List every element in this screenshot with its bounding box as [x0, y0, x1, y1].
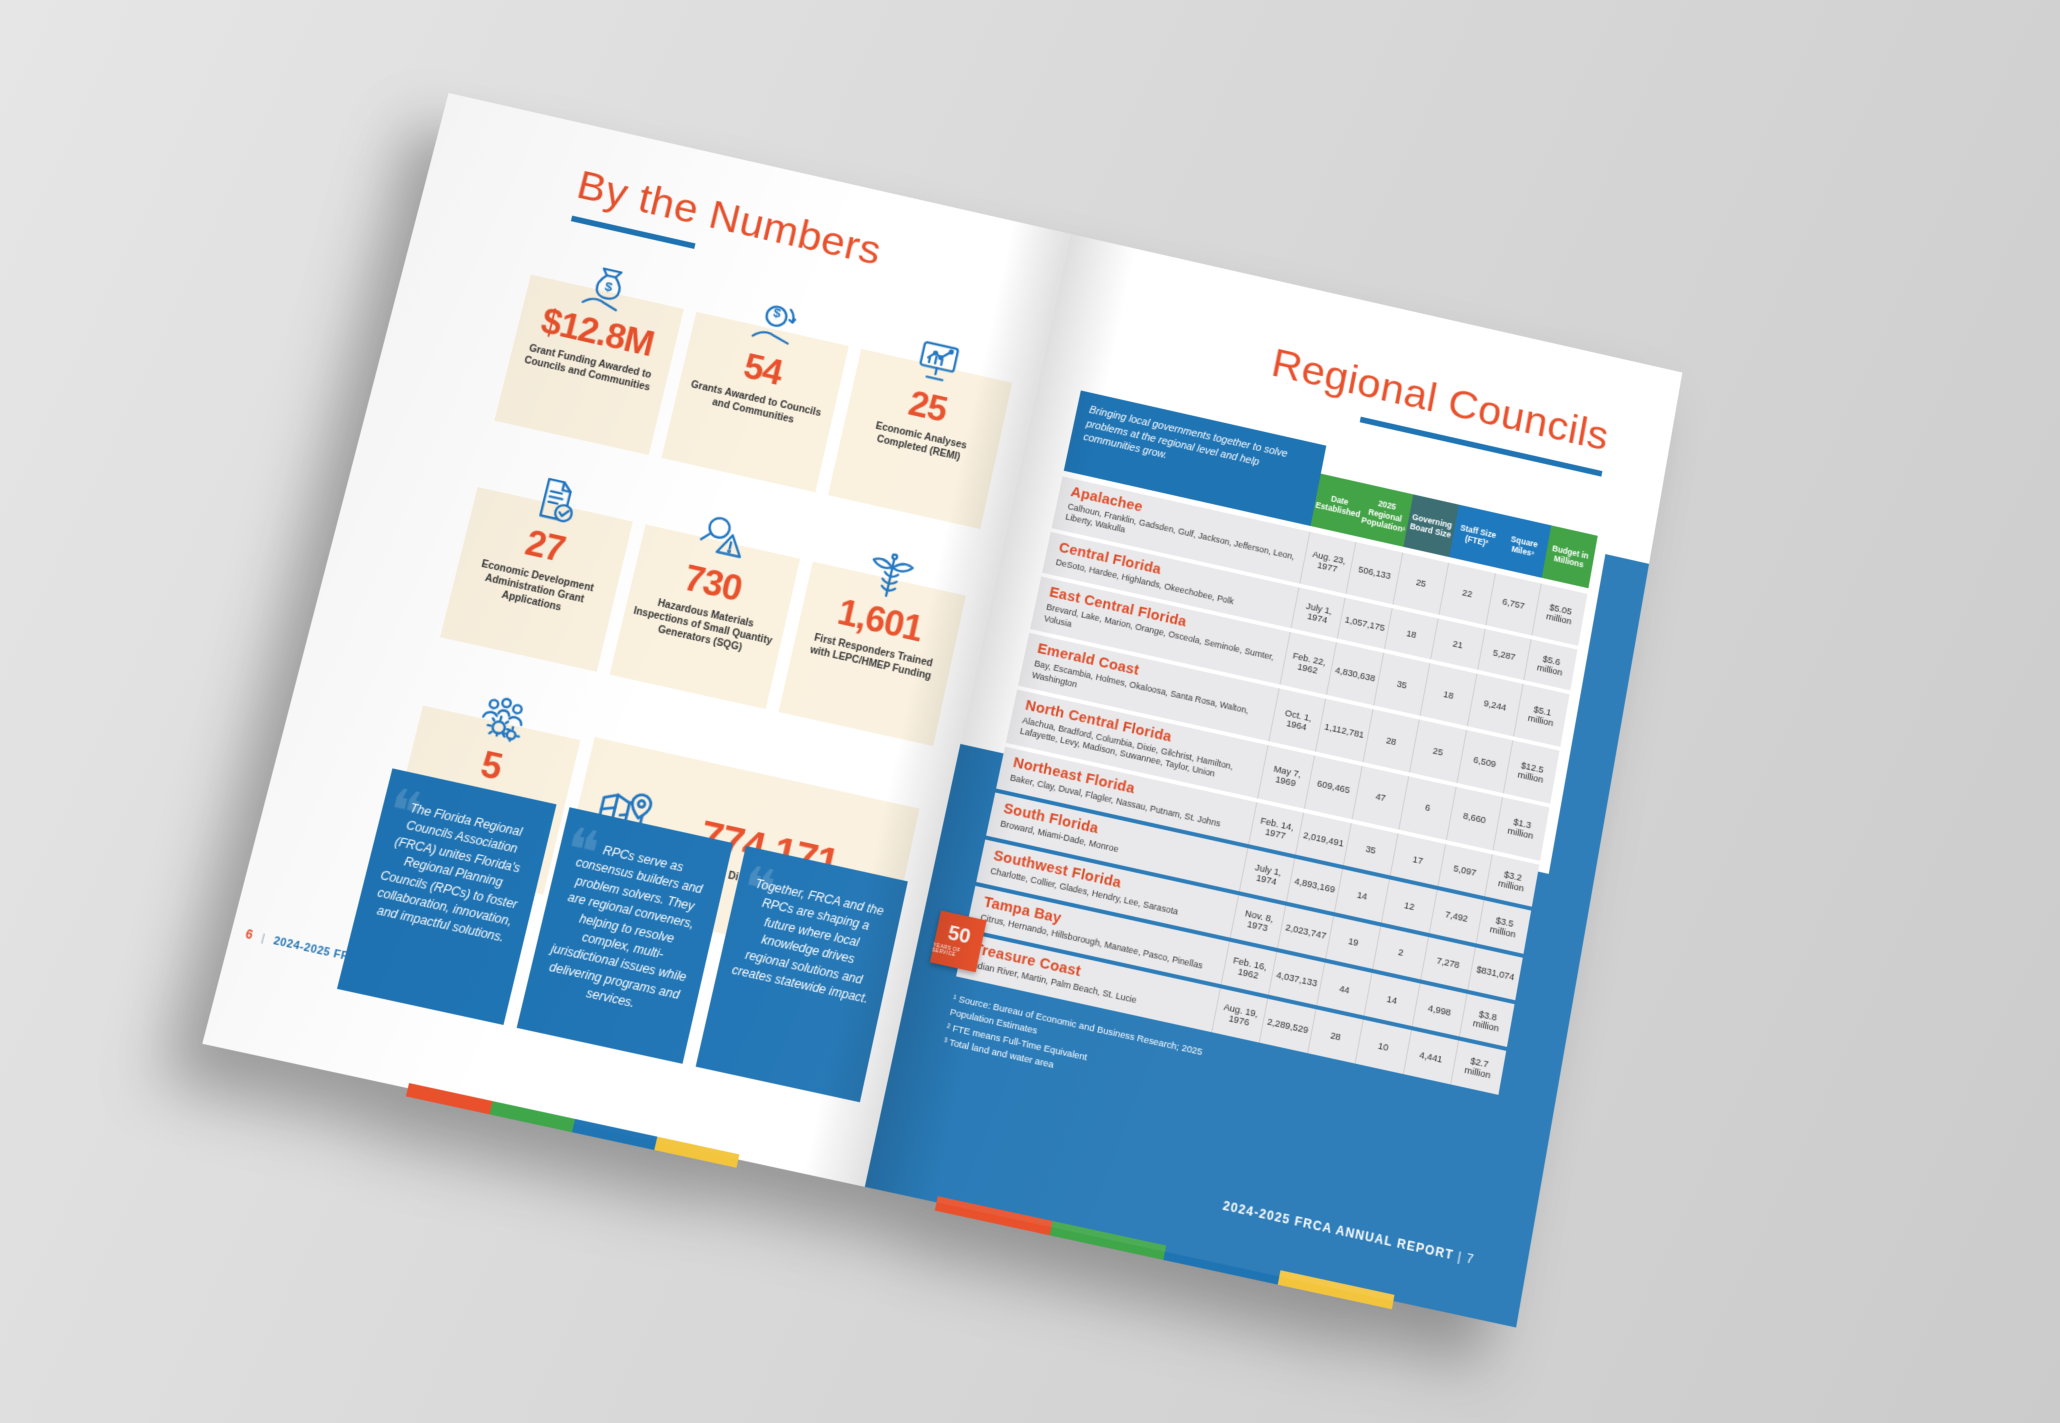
page-left: By the Numbers $ $12.8M Grant Funding Aw…: [202, 92, 1070, 1187]
svg-text:$: $: [772, 305, 783, 321]
cell-staff: 12: [1381, 879, 1437, 933]
magnifier-warning-icon: [688, 505, 758, 573]
cell-staff: 17: [1389, 833, 1445, 887]
cell-date: July 1, 1974: [1238, 848, 1295, 902]
cell-date: Nov. 8, 1973: [1229, 894, 1286, 949]
quote-box-together: Together, FRCA and the RPCs are shaping …: [695, 845, 909, 1103]
cell-budget: $5.6 million: [1523, 639, 1578, 691]
stat-eda-applications: 27 Economic Development Administration G…: [440, 487, 633, 672]
cell-miles: 4,998: [1411, 983, 1467, 1037]
cell-staff: 21: [1430, 618, 1485, 670]
page-number: 6: [243, 926, 256, 943]
cell-board: 35: [1342, 822, 1398, 876]
stat-economic-analyses: 25 Economic Analyses Completed (REMI): [827, 349, 1013, 530]
cell-budget: $2.7 million: [1450, 1040, 1506, 1095]
badge-value: 50: [945, 921, 973, 949]
stat-hazmat-inspections: 730 Hazardous Materials Inspections of S…: [609, 524, 800, 710]
cell-staff: 10: [1354, 1020, 1411, 1074]
cell-staff: 2: [1372, 926, 1428, 980]
cell-board: 18: [1383, 607, 1439, 660]
cell-date: July 1, 1974: [1290, 587, 1346, 639]
cell-budget: $12.5 million: [1502, 740, 1560, 804]
cell-miles: 5,287: [1476, 628, 1531, 681]
cell-population: 1,057,175: [1337, 597, 1392, 650]
cell-budget: $3.5 million: [1475, 900, 1531, 954]
stat-td-trips: 774,171 Transportation Disadvantaged Tri…: [556, 737, 921, 970]
cell-budget: $5.05 million: [1531, 583, 1587, 646]
cell-miles: 7,492: [1428, 889, 1484, 943]
map-pin-icon: [580, 774, 666, 857]
cell-population: 4,893,169: [1286, 858, 1342, 912]
cell-budget: $5.1 million: [1513, 684, 1570, 747]
cell-board: 14: [1333, 869, 1390, 923]
cell-population: 4,037,133: [1268, 952, 1325, 1006]
stat-first-responders: 1,601 First Responders Trained with LEPC…: [778, 562, 967, 747]
cell-population: 2,019,491: [1295, 812, 1351, 866]
document-check-icon: [521, 468, 591, 536]
cell-population: 2,023,747: [1277, 905, 1334, 959]
cell-budget: $1.3 million: [1492, 796, 1549, 861]
coin-hand-refresh-icon: $: [739, 293, 808, 359]
cell-board: 44: [1316, 962, 1372, 1017]
cell-board: 19: [1324, 915, 1381, 969]
page-title-left: By the Numbers: [572, 162, 886, 275]
caduceus-icon: [856, 542, 925, 610]
page-title-right: Regional Councils: [1267, 339, 1613, 460]
stats-grid: $ $12.8M Grant Funding Awarded to Counci…: [384, 247, 1018, 970]
svg-text:$: $: [603, 279, 614, 295]
cell-date: Aug. 19, 1976: [1211, 988, 1268, 1043]
cell-miles: 5,097: [1437, 843, 1492, 897]
cell-budget: $831,074: [1467, 946, 1523, 1001]
magazine-spread: By the Numbers $ $12.8M Grant Funding Aw…: [202, 92, 1683, 1328]
cell-date: Feb. 16, 1962: [1220, 941, 1277, 996]
cell-miles: 4,441: [1402, 1030, 1459, 1085]
footer-separator: |: [1456, 1249, 1464, 1265]
councils-table: Bringing local governments together to s…: [929, 390, 1602, 1098]
quote-box-rpcs: RPCs serve as consensus builders and pro…: [516, 807, 733, 1064]
page-edge-stripes: [406, 1083, 740, 1168]
cell-population: 2,289,529: [1259, 999, 1316, 1053]
stat-grants-awarded: $ 54 Grants Awarded to Councils and Comm…: [661, 312, 849, 493]
cell-board: 28: [1307, 1009, 1363, 1064]
stat-grant-funding: $ $12.8M Grant Funding Awarded to Counci…: [494, 275, 684, 456]
cell-miles: 7,278: [1419, 936, 1476, 990]
cell-date: Feb. 14, 1977: [1248, 802, 1304, 855]
cell-budget: $3.2 million: [1484, 854, 1539, 907]
people-gears-icon: [466, 685, 538, 755]
quote-box-frca: The Florida Regional Councils Associatio…: [336, 768, 557, 1025]
column-header-budget: Budget in Millions: [1541, 525, 1598, 589]
money-bag-hand-icon: $: [573, 256, 642, 322]
cell-budget: $3.8 million: [1458, 993, 1515, 1048]
footer-separator: |: [260, 932, 267, 946]
cell-staff: 14: [1363, 972, 1420, 1027]
